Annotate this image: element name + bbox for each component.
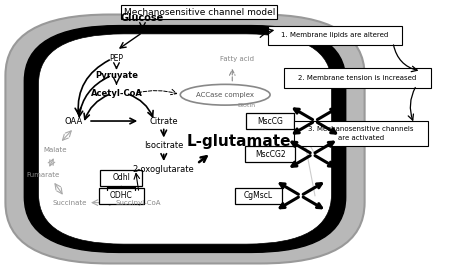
Text: OAA: OAA <box>65 116 83 126</box>
FancyBboxPatch shape <box>99 188 144 204</box>
Text: Citrate: Citrate <box>149 116 178 126</box>
Text: 3. Mechanosensitive channels
are activated: 3. Mechanosensitive channels are activat… <box>308 126 414 141</box>
FancyBboxPatch shape <box>100 170 142 186</box>
Text: Pyruvate: Pyruvate <box>95 71 138 80</box>
Text: Malate: Malate <box>43 147 67 153</box>
Text: CgMscL: CgMscL <box>244 191 273 200</box>
Text: Biotin: Biotin <box>237 103 255 108</box>
Text: L-glutamate: L-glutamate <box>187 134 292 149</box>
Text: ODHC: ODHC <box>110 191 133 200</box>
Text: Fumarate: Fumarate <box>27 172 60 178</box>
Text: Isocitrate: Isocitrate <box>144 142 183 150</box>
Text: Mechanosensitive channel model: Mechanosensitive channel model <box>124 8 275 17</box>
Text: Fatty acid: Fatty acid <box>220 56 254 62</box>
FancyBboxPatch shape <box>246 113 294 129</box>
Text: 1. Membrane lipids are altered: 1. Membrane lipids are altered <box>282 32 389 38</box>
Text: OdhI: OdhI <box>112 173 130 182</box>
FancyBboxPatch shape <box>294 121 428 146</box>
FancyBboxPatch shape <box>284 68 431 88</box>
Ellipse shape <box>180 84 270 105</box>
Text: PEP: PEP <box>109 54 124 63</box>
FancyBboxPatch shape <box>235 188 282 204</box>
FancyBboxPatch shape <box>5 14 365 264</box>
Text: 2. Membrane tension is increased: 2. Membrane tension is increased <box>299 75 417 81</box>
FancyBboxPatch shape <box>24 26 346 252</box>
Text: Glucose: Glucose <box>121 13 164 23</box>
Text: MscCG2: MscCG2 <box>255 150 285 159</box>
Text: MscCG: MscCG <box>257 116 283 126</box>
Text: Succinyl-CoA: Succinyl-CoA <box>115 200 161 206</box>
Text: ACCase complex: ACCase complex <box>196 92 254 98</box>
Text: 2-oxoglutarate: 2-oxoglutarate <box>133 165 195 174</box>
Text: Acetyl-CoA: Acetyl-CoA <box>91 89 142 98</box>
FancyBboxPatch shape <box>245 146 295 162</box>
Text: Succinate: Succinate <box>52 200 86 206</box>
FancyBboxPatch shape <box>268 26 402 45</box>
FancyBboxPatch shape <box>38 34 331 244</box>
